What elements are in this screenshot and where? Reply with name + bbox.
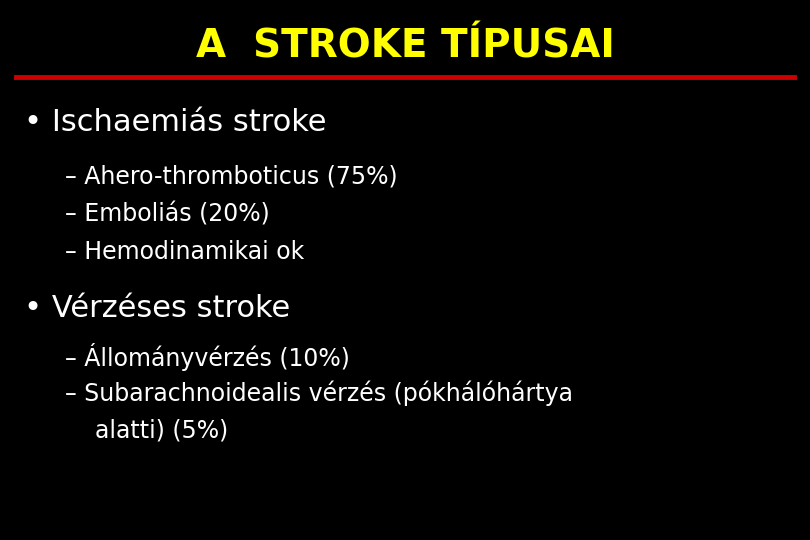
Text: – Hemodinamikai ok: – Hemodinamikai ok bbox=[65, 240, 304, 264]
Text: – Subarachnoidealis vérzés (pókhálóhártya: – Subarachnoidealis vérzés (pókhálóhárty… bbox=[65, 381, 573, 406]
Text: – Ahero-thromboticus (75%): – Ahero-thromboticus (75%) bbox=[65, 165, 398, 188]
Text: – Állományvérzés (10%): – Állományvérzés (10%) bbox=[65, 343, 350, 371]
Text: • Ischaemiás stroke: • Ischaemiás stroke bbox=[24, 108, 326, 137]
Text: alatti) (5%): alatti) (5%) bbox=[65, 418, 228, 442]
Text: – Emboliás (20%): – Emboliás (20%) bbox=[65, 202, 270, 226]
Text: • Vérzéses stroke: • Vérzéses stroke bbox=[24, 294, 291, 323]
Text: A  STROKE TÍPUSAI: A STROKE TÍPUSAI bbox=[195, 27, 615, 65]
